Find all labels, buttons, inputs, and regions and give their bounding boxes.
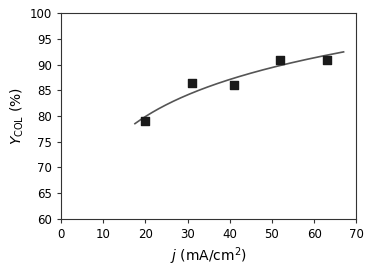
Point — [231, 83, 237, 87]
Point — [189, 81, 195, 85]
Y-axis label: $Y_{\rm COL}$ (%): $Y_{\rm COL}$ (%) — [8, 87, 26, 145]
X-axis label: $\it{j}$ (mA/cm$^2$): $\it{j}$ (mA/cm$^2$) — [170, 245, 247, 267]
Point — [324, 57, 330, 62]
Point — [142, 119, 148, 123]
Point — [278, 57, 283, 62]
